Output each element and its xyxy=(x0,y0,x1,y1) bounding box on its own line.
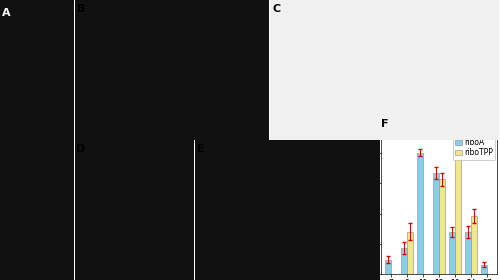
Text: D: D xyxy=(76,144,86,154)
Bar xyxy=(433,173,439,274)
Bar xyxy=(384,260,390,274)
Legend: riboA, riboTPP: riboA, riboTPP xyxy=(453,136,496,160)
Bar xyxy=(400,248,407,274)
Bar xyxy=(481,265,488,274)
Text: B: B xyxy=(77,4,86,14)
Bar xyxy=(417,153,423,274)
Text: C: C xyxy=(272,4,280,14)
Bar xyxy=(455,149,461,274)
Text: F: F xyxy=(381,119,388,129)
Bar xyxy=(449,232,455,274)
Text: E: E xyxy=(197,144,204,154)
Bar xyxy=(465,232,471,274)
Bar xyxy=(471,216,478,274)
Y-axis label: Relative Yields (%): Relative Yields (%) xyxy=(352,165,361,244)
Bar xyxy=(439,179,445,274)
Bar xyxy=(407,232,413,274)
Text: A: A xyxy=(2,8,10,18)
